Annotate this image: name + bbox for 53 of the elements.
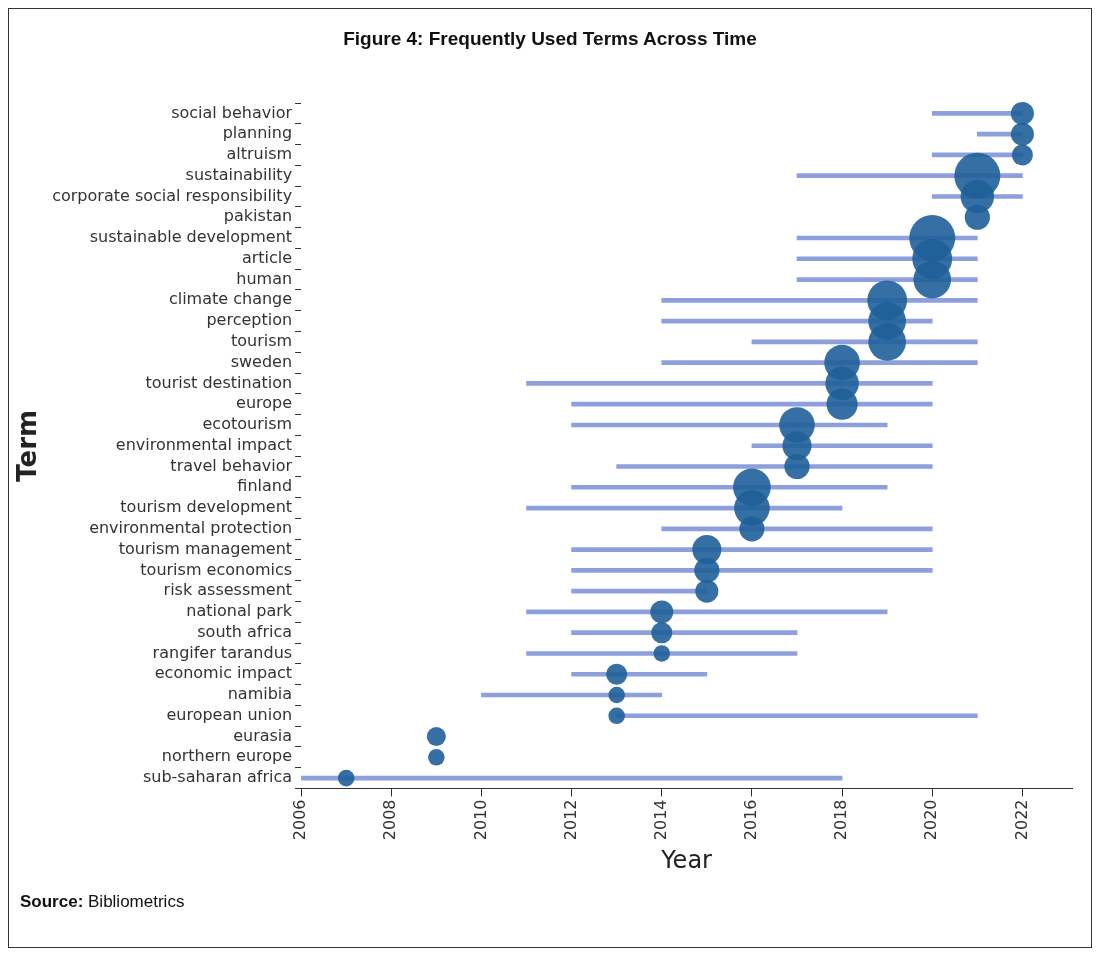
y-tick-label: tourism development xyxy=(120,497,293,517)
bar xyxy=(571,547,933,552)
x-tick-label: 2010 xyxy=(470,799,490,841)
y-tick-label: tourism management xyxy=(118,538,293,558)
y-tick-label: tourism economics xyxy=(140,559,293,579)
y-tick-label: human xyxy=(236,268,293,288)
y-tick-label: rangifer tarandus xyxy=(152,642,293,662)
y-tick-label: corporate social responsibility xyxy=(52,185,293,205)
y-tick-label: finland xyxy=(237,476,293,496)
x-tick-label: 2012 xyxy=(560,799,580,841)
y-tick-label: environmental protection xyxy=(89,517,293,537)
y-tick-label: tourist destination xyxy=(145,372,293,392)
y-tick-label: sub-saharan africa xyxy=(142,767,293,787)
y-tick-label: altruism xyxy=(226,144,293,164)
bar xyxy=(616,464,933,469)
y-tick-label: travel behavior xyxy=(170,455,293,475)
y-tick-label: namibia xyxy=(227,684,293,704)
x-axis-title: Year xyxy=(660,845,713,874)
x-tick-label: 2018 xyxy=(831,799,851,841)
x-tick-label: 2020 xyxy=(921,799,941,841)
chart-title: Figure 4: Frequently Used Terms Across Time xyxy=(342,28,758,50)
y-tick-label: risk assessment xyxy=(163,580,293,600)
bar xyxy=(571,630,798,636)
y-tick-label: social behavior xyxy=(171,102,293,122)
y-tick-label: europe xyxy=(236,393,293,413)
x-tick-label: 2016 xyxy=(741,799,761,841)
y-tick-label: south africa xyxy=(197,621,293,641)
x-tick-label: 2006 xyxy=(290,799,310,841)
y-axis-title: Term xyxy=(12,409,43,482)
y-tick-label: economic impact xyxy=(154,663,293,683)
y-tick-label: perception xyxy=(206,310,293,330)
y-tick-label: planning xyxy=(222,123,293,143)
source-note: Source: Bibliometrics xyxy=(20,892,185,912)
y-tick-label: tourism xyxy=(230,331,293,351)
bar xyxy=(661,526,933,532)
y-tick-label: environmental impact xyxy=(115,434,293,454)
y-tick-label: eurasia xyxy=(233,725,293,745)
y-tick-label: european union xyxy=(166,704,293,724)
y-tick-label: northern europe xyxy=(161,746,293,766)
bar xyxy=(571,568,933,573)
x-tick-label: 2014 xyxy=(650,799,670,841)
x-tick-label: 2008 xyxy=(380,799,400,841)
bar xyxy=(526,381,933,386)
y-tick-label: pakistan xyxy=(223,206,293,226)
bar xyxy=(571,401,933,407)
y-tick-label: sustainability xyxy=(185,164,293,184)
y-tick-label: ecotourism xyxy=(202,414,293,434)
y-tick-label: sustainable development xyxy=(89,227,293,247)
x-tick-label: 2022 xyxy=(1011,799,1031,841)
y-tick-label: article xyxy=(241,247,293,267)
y-tick-label: national park xyxy=(186,601,293,621)
y-tick-label: sweden xyxy=(230,351,293,371)
y-tick-label: climate change xyxy=(168,289,293,309)
